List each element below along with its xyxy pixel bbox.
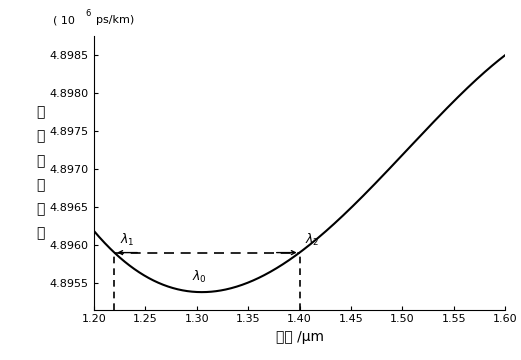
- Text: 群: 群: [36, 178, 44, 192]
- Text: 光: 光: [36, 105, 44, 120]
- Text: 6: 6: [85, 9, 91, 18]
- Text: $\lambda_2$: $\lambda_2$: [305, 232, 319, 248]
- Text: 延: 延: [36, 202, 44, 216]
- Text: ps/km): ps/km): [96, 15, 134, 25]
- Text: 传: 传: [36, 130, 44, 144]
- X-axis label: 波长 /μm: 波长 /μm: [276, 330, 324, 344]
- Text: 时: 时: [36, 226, 44, 240]
- Text: $\lambda_1$: $\lambda_1$: [119, 232, 134, 248]
- Text: ( 10: ( 10: [53, 15, 75, 25]
- Text: 输: 输: [36, 154, 44, 168]
- Text: $\lambda_0$: $\lambda_0$: [192, 269, 206, 285]
